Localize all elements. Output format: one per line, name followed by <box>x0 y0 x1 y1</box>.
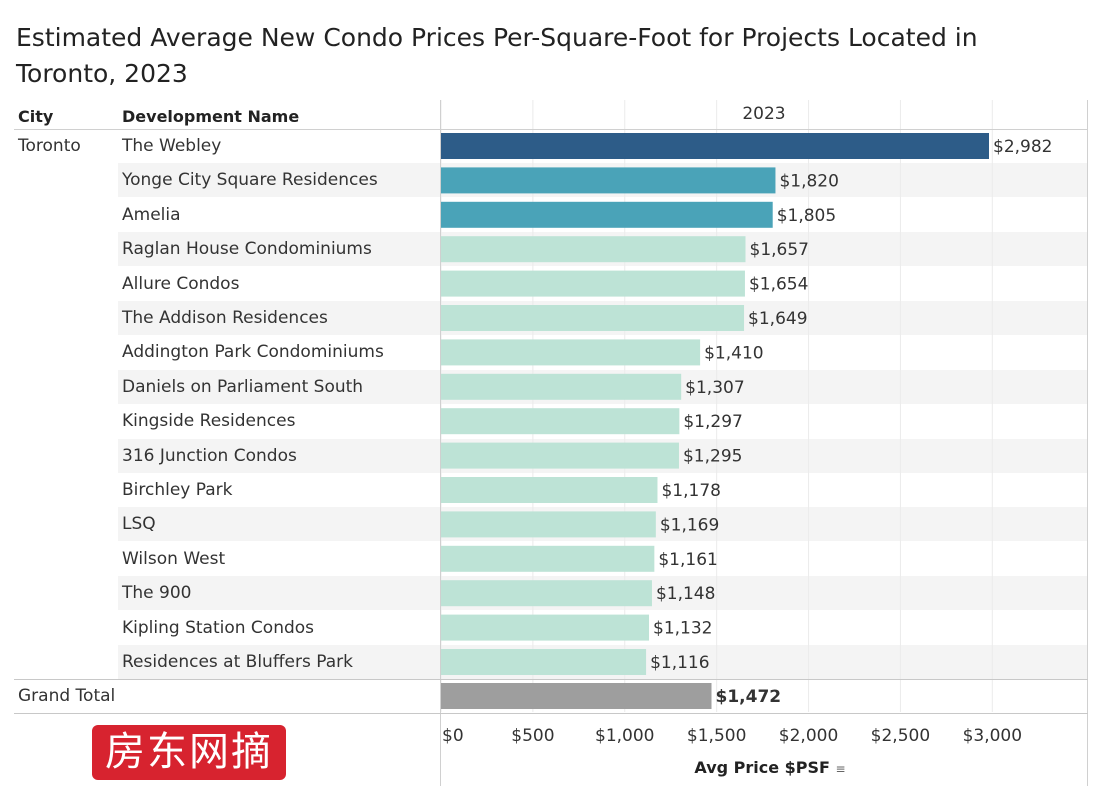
bar <box>441 236 746 263</box>
bar <box>441 167 776 194</box>
development-column-header: Development Name <box>122 107 300 126</box>
bar <box>441 201 773 228</box>
x-tick-label: $3,000 <box>963 726 1022 746</box>
grand-total-label: Grand Total <box>18 686 116 706</box>
bar <box>441 649 647 675</box>
grand-total-bar <box>441 683 712 709</box>
x-tick-label: $0 <box>442 726 464 746</box>
sort-descending-icon[interactable]: ≡ <box>835 762 846 776</box>
development-label: Addington Park Condominiums <box>122 342 384 363</box>
x-axis-label: Avg Price $PSF ≡ <box>694 758 846 777</box>
year-column-header: 2023 <box>742 104 786 124</box>
chart-title: Estimated Average New Condo Prices Per-S… <box>16 23 978 88</box>
development-label: Residences at Bluffers Park <box>122 652 353 672</box>
data-label: $1,132 <box>653 619 712 639</box>
city-column-header: City <box>18 107 54 126</box>
bar <box>441 373 682 400</box>
development-label: Yonge City Square Residences <box>122 170 378 191</box>
grand-total-data-label: $1,472 <box>716 687 782 707</box>
development-label: LSQ <box>122 514 156 535</box>
data-label: $1,295 <box>683 447 742 467</box>
development-label: Daniels on Parliament South <box>122 376 364 397</box>
bar <box>441 133 989 159</box>
data-label: $1,116 <box>650 653 709 673</box>
development-label: Raglan House Condominiums <box>122 239 372 260</box>
development-label: Kipling Station Condos <box>122 617 315 638</box>
bar <box>441 305 745 331</box>
data-label: $1,178 <box>661 481 720 501</box>
data-label: $1,297 <box>683 412 742 432</box>
data-label: $1,169 <box>660 515 719 535</box>
data-label: $1,161 <box>658 550 717 570</box>
x-tick-label: $1,500 <box>687 726 746 746</box>
bar <box>441 580 652 607</box>
logo: 房东网摘 <box>92 725 286 780</box>
bar <box>441 339 701 366</box>
x-tick-label: $1,000 <box>595 726 654 746</box>
development-label: 316 Junction Condos <box>122 445 297 466</box>
data-label: $2,982 <box>993 137 1052 157</box>
x-tick-label: $2,000 <box>779 726 838 746</box>
development-label: The Webley <box>122 136 222 156</box>
development-label: Amelia <box>122 204 181 225</box>
x-tick-label: $2,500 <box>871 726 930 746</box>
bar <box>441 614 650 641</box>
x-tick-label: $500 <box>511 726 554 746</box>
development-label: Allure Condos <box>122 273 240 294</box>
bar <box>441 545 655 572</box>
development-label: Wilson West <box>122 548 226 569</box>
development-label: Kingside Residences <box>122 411 296 432</box>
data-label: $1,654 <box>749 275 808 295</box>
data-label: $1,820 <box>779 171 838 191</box>
data-label: $1,148 <box>656 584 715 604</box>
data-label: $1,307 <box>685 378 744 398</box>
development-label: Birchley Park <box>122 480 233 500</box>
bar <box>441 477 658 503</box>
city-label: Toronto <box>18 136 81 156</box>
development-label: The 900 <box>122 583 192 604</box>
bar <box>441 270 745 297</box>
data-label: $1,649 <box>748 309 807 329</box>
bar <box>441 408 680 435</box>
bar <box>441 511 656 538</box>
data-label: $1,410 <box>704 343 763 363</box>
data-label: $1,805 <box>777 206 836 226</box>
development-label: The Addison Residences <box>122 308 328 328</box>
bar <box>441 442 679 469</box>
data-label: $1,657 <box>750 240 809 260</box>
